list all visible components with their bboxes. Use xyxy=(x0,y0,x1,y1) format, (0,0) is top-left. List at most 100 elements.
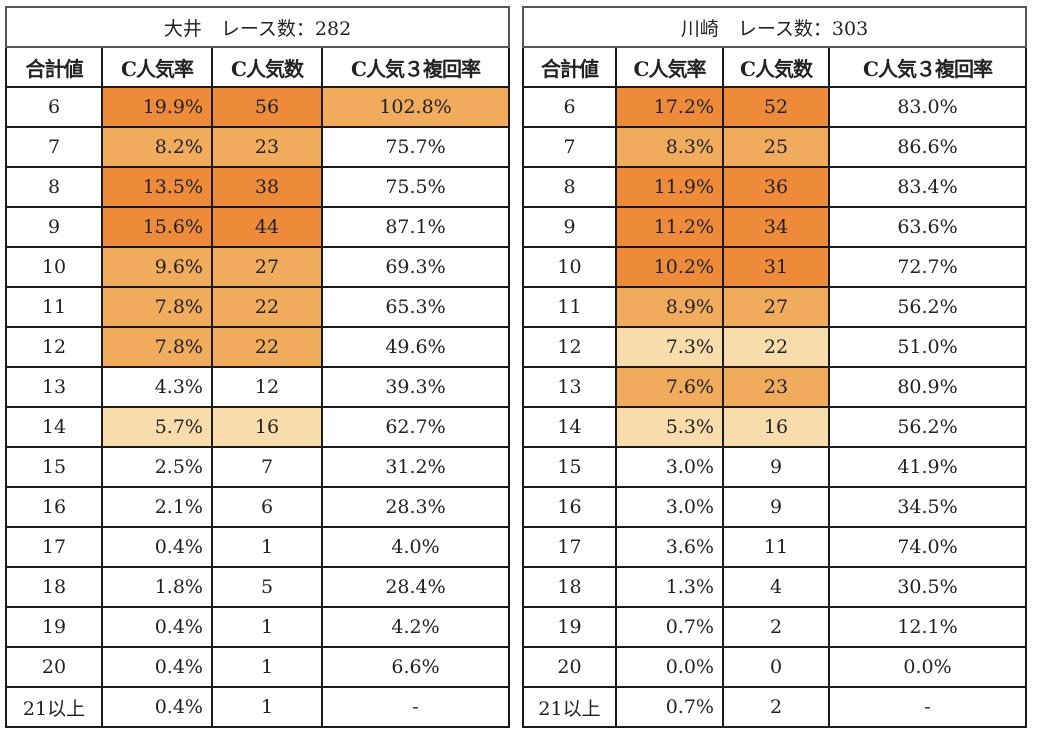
cell-total: 7 xyxy=(522,126,617,168)
cell-total: 17 xyxy=(5,526,103,568)
table-title: 川崎 レース数：303 xyxy=(521,6,1028,48)
cell-count: 23 xyxy=(211,126,323,168)
cell-rate: 15.6% xyxy=(101,206,213,248)
cell-total: 12 xyxy=(522,326,617,368)
table-row: 14 5.7% 16 62.7% xyxy=(5,406,511,448)
table-row: 16 3.0% 9 34.5% xyxy=(522,486,1028,528)
cell-count: 56 xyxy=(211,86,323,128)
table-row: 12 7.8% 22 49.6% xyxy=(5,326,511,368)
cell-rate: 0.4% xyxy=(101,686,213,728)
table-row: 18 1.3% 4 30.5% xyxy=(522,566,1028,608)
cell-count: 44 xyxy=(211,206,323,248)
cell-return: 39.3% xyxy=(320,366,511,408)
cell-return: 31.2% xyxy=(320,446,511,488)
table-row: 8 13.5% 38 75.5% xyxy=(5,166,511,208)
cell-total: 15 xyxy=(522,446,617,488)
cell-rate: 3.0% xyxy=(615,486,724,528)
cell-rate: 8.3% xyxy=(615,126,724,168)
cell-return: 102.8% xyxy=(320,86,511,128)
cell-count: 9 xyxy=(722,486,830,528)
oi-stats-table: 大井 レース数：282 合計値 C人気率 C人気数 C人気３複回率 6 19.9% 56 102… xyxy=(4,6,511,728)
cell-total: 9 xyxy=(5,206,103,248)
cell-return: 87.1% xyxy=(320,206,511,248)
cell-return: 51.0% xyxy=(827,326,1028,368)
cell-total: 11 xyxy=(5,286,103,328)
cell-return: 65.3% xyxy=(320,286,511,328)
cell-return: 0.0% xyxy=(827,646,1028,688)
cell-return: 34.5% xyxy=(827,486,1028,528)
cell-rate: 7.8% xyxy=(101,286,213,328)
cell-total: 21以上 xyxy=(5,686,103,728)
cell-return: 49.6% xyxy=(320,326,511,368)
table-row: 13 7.6% 23 80.9% xyxy=(522,366,1028,408)
table-row: 17 3.6% 11 74.0% xyxy=(522,526,1028,568)
cell-return: 80.9% xyxy=(827,366,1028,408)
cell-total: 17 xyxy=(522,526,617,568)
table-row: 9 15.6% 44 87.1% xyxy=(5,206,511,248)
cell-rate: 8.9% xyxy=(615,286,724,328)
table-title: 大井 レース数：282 xyxy=(4,6,511,48)
cell-rate: 13.5% xyxy=(101,166,213,208)
cell-rate: 0.4% xyxy=(101,646,213,688)
cell-rate: 11.2% xyxy=(615,206,724,248)
cell-return: 6.6% xyxy=(320,646,511,688)
cell-count: 22 xyxy=(211,286,323,328)
cell-total: 7 xyxy=(5,126,103,168)
cell-rate: 2.1% xyxy=(101,486,213,528)
cell-rate: 5.7% xyxy=(101,406,213,448)
cell-return: 4.0% xyxy=(320,526,511,568)
cell-total: 6 xyxy=(5,86,103,128)
cell-total: 19 xyxy=(522,606,617,648)
table-row: 11 7.8% 22 65.3% xyxy=(5,286,511,328)
table-row: 15 2.5% 7 31.2% xyxy=(5,446,511,488)
table-row: 6 17.2% 52 83.0% xyxy=(522,86,1028,128)
header-count: C人気数 xyxy=(211,46,323,88)
cell-total: 16 xyxy=(5,486,103,528)
cell-count: 11 xyxy=(722,526,830,568)
table-row: 16 2.1% 6 28.3% xyxy=(5,486,511,528)
table-row: 9 11.2% 34 63.6% xyxy=(522,206,1028,248)
cell-count: 6 xyxy=(211,486,323,528)
cell-count: 38 xyxy=(211,166,323,208)
cell-return: 75.7% xyxy=(320,126,511,168)
cell-total: 10 xyxy=(5,246,103,288)
table-row: 21以上 0.7% 2- xyxy=(522,686,1028,728)
table-row: 10 9.6% 27 69.3% xyxy=(5,246,511,288)
cell-rate: 1.8% xyxy=(101,566,213,608)
cell-return: 56.2% xyxy=(827,286,1028,328)
cell-count: 16 xyxy=(211,406,323,448)
cell-rate: 0.4% xyxy=(101,526,213,568)
cell-count: 52 xyxy=(722,86,830,128)
header-total: 合計値 xyxy=(522,46,617,88)
cell-return: 30.5% xyxy=(827,566,1028,608)
cell-rate: 17.2% xyxy=(615,86,724,128)
cell-return: 86.6% xyxy=(827,126,1028,168)
cell-total: 19 xyxy=(5,606,103,648)
cell-count: 1 xyxy=(211,646,323,688)
cell-rate: 3.0% xyxy=(615,446,724,488)
cell-return: 63.6% xyxy=(827,206,1028,248)
cell-count: 1 xyxy=(211,686,323,728)
header-return: C人気３複回率 xyxy=(320,46,511,88)
cell-count: 2 xyxy=(722,686,830,728)
cell-count: 0 xyxy=(722,646,830,688)
kawasaki-stats-table: 川崎 レース数：303 合計値 C人気率 C人気数 C人気３複回率 6 17.2% 52 83.… xyxy=(521,6,1028,728)
header-rate: C人気率 xyxy=(101,46,213,88)
cell-rate: 7.6% xyxy=(615,366,724,408)
cell-rate: 0.4% xyxy=(101,606,213,648)
header-total: 合計値 xyxy=(5,46,103,88)
cell-rate: 3.6% xyxy=(615,526,724,568)
cell-rate: 0.7% xyxy=(615,686,724,728)
cell-rate: 11.9% xyxy=(615,166,724,208)
cell-return: 69.3% xyxy=(320,246,511,288)
table-row: 6 19.9% 56 102.8% xyxy=(5,86,511,128)
cell-total: 14 xyxy=(5,406,103,448)
table-row: 11 8.9% 27 56.2% xyxy=(522,286,1028,328)
header-count: C人気数 xyxy=(722,46,830,88)
table-row: 19 0.7% 2 12.1% xyxy=(522,606,1028,648)
cell-count: 2 xyxy=(722,606,830,648)
cell-count: 22 xyxy=(722,326,830,368)
cell-return: 75.5% xyxy=(320,166,511,208)
cell-return: 12.1% xyxy=(827,606,1028,648)
cell-rate: 4.3% xyxy=(101,366,213,408)
